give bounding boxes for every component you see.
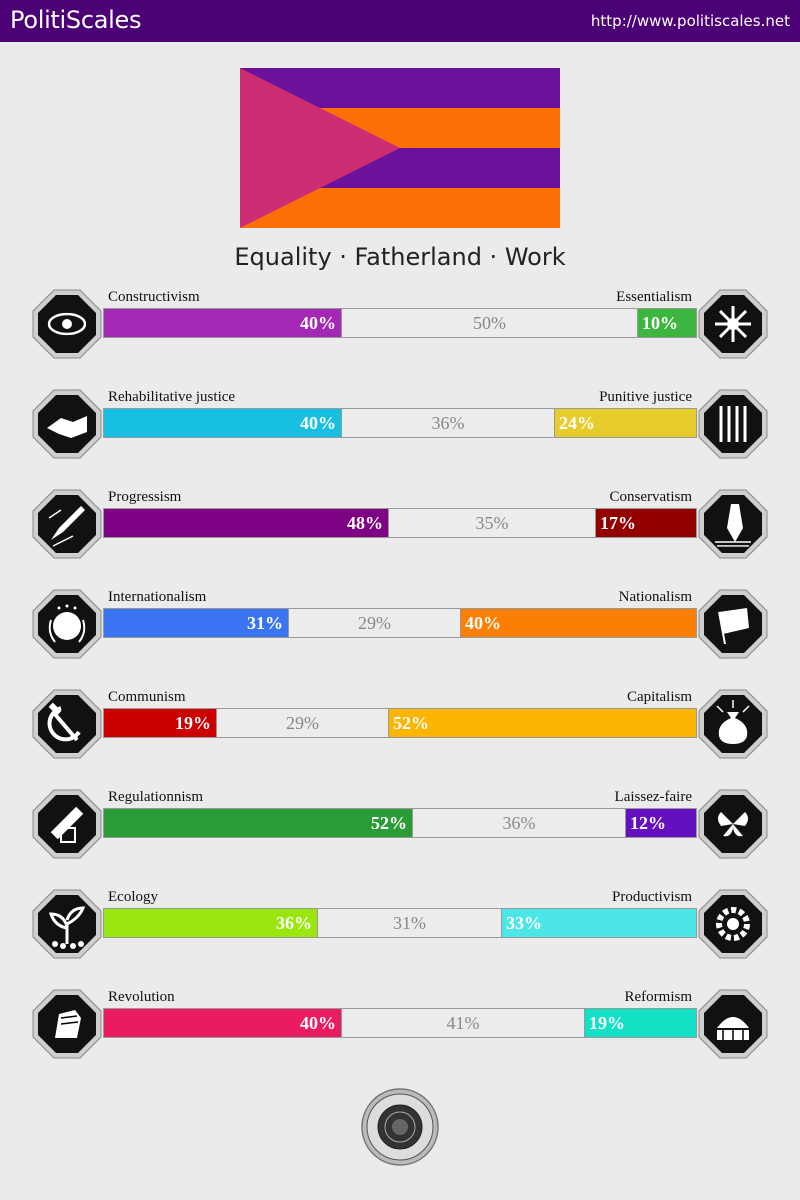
axis-right-label: Productivism	[611, 889, 692, 905]
rocket-icon	[32, 489, 102, 559]
butterflies-icon	[698, 789, 768, 859]
axis-row: Progressism Conservatism 48% 35% 17%	[0, 489, 800, 569]
flower-icon	[698, 289, 768, 359]
axis-left-segment: 52%	[104, 809, 412, 837]
axis-right-segment: 52%	[388, 709, 696, 737]
axis-left-segment: 19%	[104, 709, 216, 737]
axis-right-label: Capitalism	[627, 689, 692, 705]
axis-center-segment: 29%	[216, 709, 388, 737]
axis-left-segment: 36%	[104, 909, 317, 937]
brand-title: PolitiScales	[10, 6, 142, 34]
money-bag-icon	[698, 689, 768, 759]
axis-bar: 40% 41% 19%	[103, 1008, 697, 1038]
axis-right-label: Nationalism	[618, 589, 692, 605]
axis-center-segment: 36%	[412, 809, 625, 837]
axis-center-segment: 50%	[341, 309, 637, 337]
flag-icon	[698, 589, 768, 659]
hammer-sickle-icon	[32, 689, 102, 759]
prison-bars-icon	[698, 389, 768, 459]
axis-center-segment: 36%	[341, 409, 554, 437]
slogan: Equality · Fatherland · Work	[234, 243, 566, 271]
axis-right-label: Reformism	[624, 989, 693, 1005]
axis-row: Rehabilitative justice Punitive justice 40…	[0, 389, 800, 469]
app-header: PolitiScales http://www.politiscales.net	[0, 0, 800, 42]
flag-triangle	[240, 68, 400, 228]
axis-left-segment: 40%	[104, 309, 341, 337]
axis-left-segment: 48%	[104, 509, 388, 537]
axis-right-segment: 19%	[584, 1009, 696, 1037]
axis-right-segment: 24%	[554, 409, 696, 437]
axis-left-segment: 40%	[104, 1009, 341, 1037]
gear-icon	[698, 889, 768, 959]
axis-right-label: Punitive justice	[599, 389, 692, 405]
axis-row: Constructivism Essentialism 40% 50% 10%	[0, 289, 800, 369]
axis-right-segment: 17%	[595, 509, 696, 537]
axis-right-label: Essentialism	[616, 289, 692, 305]
axis-left-label: Constructivism	[108, 289, 200, 305]
globe-icon	[32, 589, 102, 659]
axis-left-label: Revolution	[108, 989, 175, 1005]
axis-right-segment: 33%	[501, 909, 696, 937]
axis-right-segment: 10%	[637, 309, 696, 337]
axis-bar: 40% 50% 10%	[103, 308, 697, 338]
fountain-pen-icon	[698, 489, 768, 559]
axis-right-label: Laissez-faire	[614, 789, 692, 805]
parliament-icon	[698, 989, 768, 1059]
fist-icon	[32, 989, 102, 1059]
eye-icon	[32, 289, 102, 359]
axis-right-segment: 40%	[460, 609, 696, 637]
ruler-icon	[32, 789, 102, 859]
axis-left-label: Internationalism	[108, 589, 207, 605]
axis-bar: 19% 29% 52%	[103, 708, 697, 738]
site-url-link[interactable]: http://www.politiscales.net	[590, 12, 790, 30]
politiscales-seal-icon	[361, 1088, 439, 1166]
axis-right-label: Conservatism	[609, 489, 693, 505]
axis-row: Regulationnism Laissez-faire 52% 36% 12%	[0, 789, 800, 869]
axis-row: Internationalism Nationalism 31% 29% 40%	[0, 589, 800, 669]
axis-row: Ecology Productivism 36% 31% 33%	[0, 889, 800, 969]
ideology-flag	[240, 68, 560, 228]
axis-row: Communism Capitalism 19% 29% 52%	[0, 689, 800, 769]
axis-left-segment: 31%	[104, 609, 288, 637]
handshake-icon	[32, 389, 102, 459]
axis-left-label: Ecology	[108, 889, 158, 905]
axis-right-segment: 12%	[625, 809, 696, 837]
axis-left-label: Regulationnism	[108, 789, 203, 805]
axis-left-label: Rehabilitative justice	[108, 389, 236, 405]
axis-bar: 31% 29% 40%	[103, 608, 697, 638]
axis-bar: 52% 36% 12%	[103, 808, 697, 838]
axis-center-segment: 29%	[288, 609, 460, 637]
axis-bar: 36% 31% 33%	[103, 908, 697, 938]
axis-row: Revolution Reformism 40% 41% 19%	[0, 989, 800, 1069]
plant-icon	[32, 889, 102, 959]
axis-center-segment: 31%	[317, 909, 501, 937]
axis-left-label: Communism	[108, 689, 186, 705]
axis-center-segment: 35%	[388, 509, 595, 537]
axis-bar: 48% 35% 17%	[103, 508, 697, 538]
axis-left-segment: 40%	[104, 409, 341, 437]
axis-bar: 40% 36% 24%	[103, 408, 697, 438]
axis-left-label: Progressism	[108, 489, 182, 505]
axis-center-segment: 41%	[341, 1009, 584, 1037]
